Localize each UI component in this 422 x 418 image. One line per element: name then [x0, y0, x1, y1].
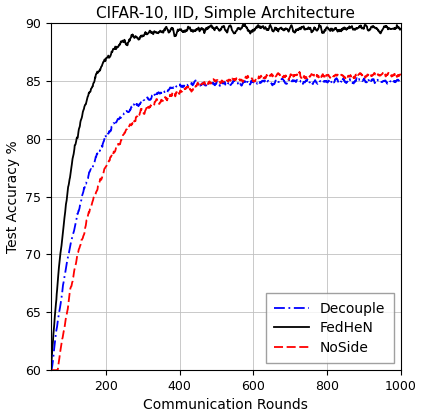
Decouple — [48, 368, 53, 373]
NoSide — [296, 69, 301, 74]
Line: NoSide: NoSide — [51, 71, 400, 370]
NoSide — [115, 142, 120, 147]
NoSide — [398, 72, 403, 77]
Decouple — [115, 116, 120, 121]
FedHeN — [144, 32, 149, 37]
Line: Decouple: Decouple — [51, 78, 400, 370]
NoSide — [144, 104, 149, 110]
Line: FedHeN: FedHeN — [51, 24, 400, 370]
NoSide — [359, 72, 364, 77]
Legend: Decouple, FedHeN, NoSide: Decouple, FedHeN, NoSide — [266, 293, 394, 363]
NoSide — [333, 73, 338, 78]
NoSide — [48, 368, 53, 373]
FedHeN — [333, 25, 338, 31]
Decouple — [334, 76, 339, 81]
Decouple — [394, 78, 399, 83]
Title: CIFAR-10, IID, Simple Architecture: CIFAR-10, IID, Simple Architecture — [96, 5, 355, 20]
FedHeN — [48, 368, 53, 373]
FedHeN — [242, 21, 247, 26]
Decouple — [338, 80, 343, 85]
Y-axis label: Test Accuracy %: Test Accuracy % — [5, 140, 19, 253]
FedHeN — [359, 25, 364, 30]
FedHeN — [338, 28, 343, 33]
Decouple — [398, 79, 403, 84]
FedHeN — [394, 25, 399, 30]
Decouple — [333, 77, 338, 82]
Decouple — [144, 95, 149, 100]
X-axis label: Communication Rounds: Communication Rounds — [143, 398, 308, 413]
NoSide — [394, 73, 399, 78]
NoSide — [338, 73, 343, 78]
FedHeN — [398, 26, 403, 31]
FedHeN — [115, 45, 120, 50]
Decouple — [359, 77, 364, 82]
